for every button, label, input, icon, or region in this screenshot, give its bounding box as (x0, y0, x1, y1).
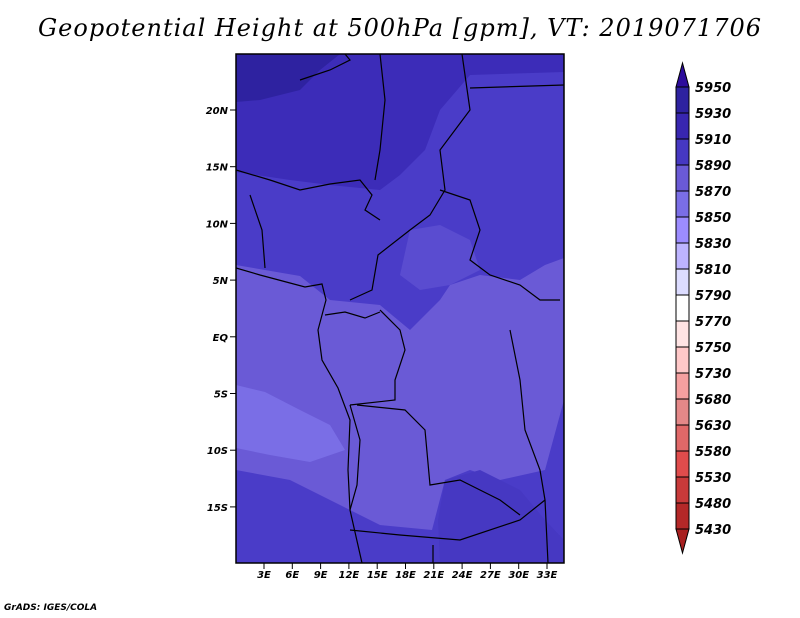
map-area (236, 54, 564, 563)
colorbar-segment (675, 294, 690, 322)
colorbar-segment (675, 450, 690, 478)
lon-label: 9E (314, 570, 328, 581)
colorbar-segment (675, 320, 690, 348)
lat-label: 5N (213, 276, 229, 287)
field-5870-5890 (236, 258, 564, 530)
colorbar-label: 5910 (695, 133, 731, 148)
colorbar-segment (675, 476, 690, 504)
field-5910-5930 (236, 54, 564, 190)
lat-label: 20N (206, 106, 229, 117)
lon-label: 21E (423, 570, 444, 581)
colorbar-segment (675, 424, 690, 452)
colorbar-segment (675, 268, 690, 296)
lon-label: 12E (339, 570, 360, 581)
colorbar-label: 5750 (695, 341, 731, 356)
field-5870-5890-north (400, 225, 480, 290)
colorbar-bottom-arrow (675, 528, 690, 555)
lat-label: 15N (206, 163, 229, 174)
lon-label: 30E (508, 570, 529, 581)
colorbar-segment (675, 346, 690, 374)
coastlines-and-borders (236, 54, 564, 563)
colorbar-label: 5680 (695, 393, 731, 408)
map-frame (235, 53, 565, 564)
colorbar-segment (675, 112, 690, 140)
lat-axis: 20N 15N 10N 5N EQ 5S 10S 15S (206, 106, 236, 514)
colorbar-segment (675, 216, 690, 244)
colorbar-segment (675, 398, 690, 426)
lat-label: 15S (207, 503, 228, 514)
lon-label: 3E (257, 570, 271, 581)
grads-credit: GrADS: IGES/COLA (4, 603, 98, 613)
lon-axis: 3E 6E 9E 12E 15E 18E 21E 24E 27E 30E 33E (257, 563, 558, 581)
lon-label: 33E (537, 570, 558, 581)
field-5850-5870 (236, 385, 345, 462)
colorbar-label: 5430 (695, 523, 731, 538)
colorbar-segment (675, 502, 690, 530)
colorbar: 5950 5930 5910 5890 5870 5850 5830 5810 5790 5770… (675, 61, 731, 555)
plot-title: Geopotential Height at 500hPa [gpm], VT:… (38, 14, 762, 42)
colorbar-label: 5480 (695, 497, 731, 512)
colorbar-segment (675, 86, 690, 114)
field-5930-5950 (236, 54, 340, 102)
lon-label: 24E (452, 570, 473, 581)
colorbar-label: 5630 (695, 419, 731, 434)
colorbar-label: 5950 (695, 81, 731, 96)
colorbar-label: 5580 (695, 445, 731, 460)
colorbar-label: 5770 (695, 315, 731, 330)
lat-label: EQ (213, 333, 229, 344)
colorbar-label: 5850 (695, 211, 731, 226)
colorbar-top-arrow (675, 61, 690, 88)
colorbar-label: 5930 (695, 107, 731, 122)
colorbar-segment (675, 190, 690, 218)
colorbar-segment (675, 164, 690, 192)
colorbar-label: 5890 (695, 159, 731, 174)
colorbar-label: 5530 (695, 471, 731, 486)
field-5890-5910-southeast (438, 470, 564, 563)
lat-label: 10N (206, 219, 229, 230)
colorbar-label: 5870 (695, 185, 731, 200)
colorbar-segment (675, 372, 690, 400)
lon-label: 15E (367, 570, 388, 581)
colorbar-segment (675, 242, 690, 270)
lon-label: 27E (480, 570, 501, 581)
colorbar-segment (675, 138, 690, 166)
lon-label: 6E (285, 570, 299, 581)
lat-label: 5S (214, 390, 228, 401)
colorbar-label: 5790 (695, 289, 731, 304)
colorbar-label: 5810 (695, 263, 731, 278)
lon-label: 18E (395, 570, 416, 581)
lat-label: 10S (207, 446, 228, 457)
colorbar-label: 5830 (695, 237, 731, 252)
colorbar-label: 5730 (695, 367, 731, 382)
